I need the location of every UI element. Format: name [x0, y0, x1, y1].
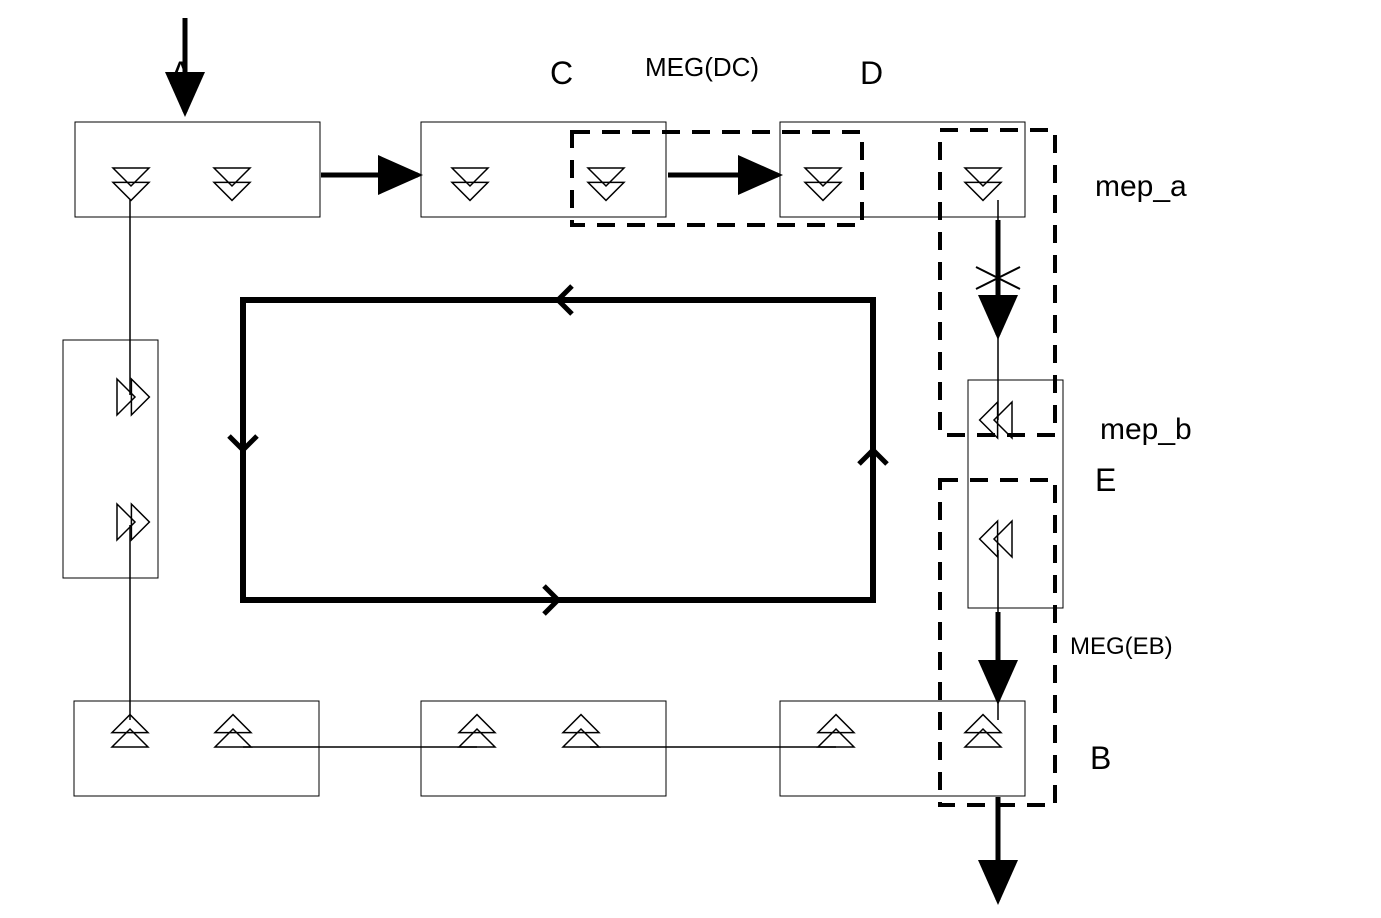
tri-B3_left_up [818, 729, 854, 747]
tri-C_right_down [588, 168, 624, 186]
label-A: A [170, 55, 191, 92]
box-box_E [968, 380, 1063, 608]
tri-E_bot_left [994, 521, 1012, 557]
tri-B1_left_up [112, 729, 148, 747]
label-C: C [550, 55, 573, 92]
diagram-svg [0, 0, 1381, 918]
tri-B3_right_up [965, 729, 1001, 747]
tri-E_top_left [994, 402, 1012, 438]
box-box_D [780, 122, 1025, 217]
tri-D_left_down [805, 168, 841, 186]
tri-D_right_down [965, 168, 1001, 186]
tri-C_left_down [452, 168, 488, 186]
tri-A_left_down [113, 168, 149, 186]
tri-B2_left_up [459, 729, 495, 747]
tri-left_top_right [117, 379, 135, 415]
box-box_B1 [74, 701, 319, 796]
box-box_C [421, 122, 666, 217]
loop-rect [243, 300, 873, 600]
label-meg_eb: MEG(EB) [1070, 633, 1173, 661]
tri-B1_right_up [215, 729, 251, 747]
box-box_B3 [780, 701, 1025, 796]
label-mep_a: mep_a [1095, 170, 1187, 204]
tri-A_right_down [214, 168, 250, 186]
label-E: E [1095, 462, 1116, 499]
tri-left_bot_right [117, 504, 135, 540]
label-B: B [1090, 740, 1111, 777]
tri-B2_right_up [563, 729, 599, 747]
box-box_left [63, 340, 158, 578]
label-mep_b: mep_b [1100, 413, 1192, 447]
box-box_A [75, 122, 320, 217]
label-D: D [860, 55, 883, 92]
dashed-meg_dc_box [572, 132, 862, 225]
label-meg_dc: MEG(DC) [645, 52, 759, 83]
box-box_B2 [421, 701, 666, 796]
